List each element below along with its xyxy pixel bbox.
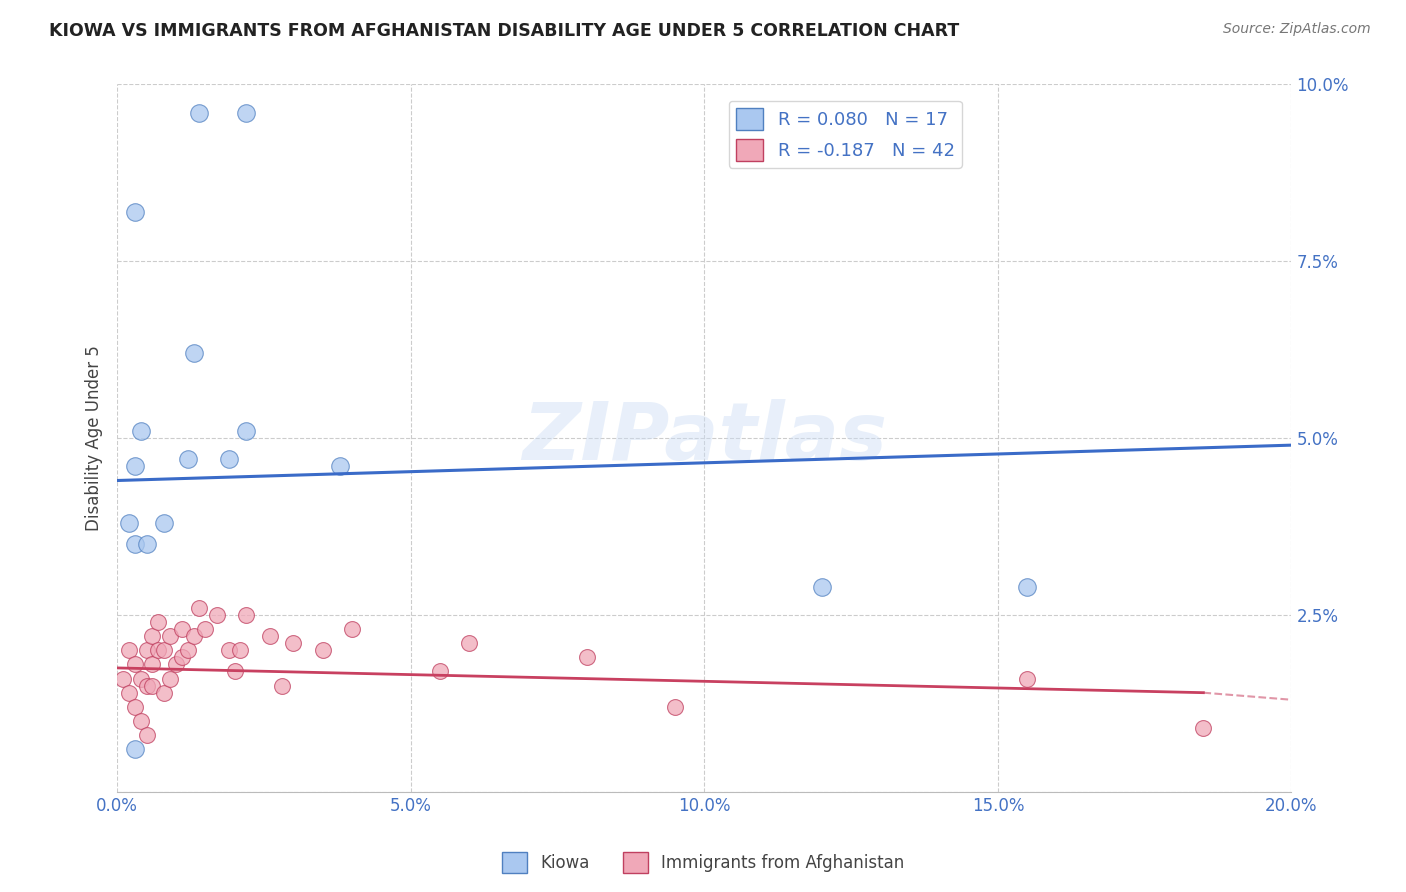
- Point: [329, 459, 352, 474]
- Point: [124, 657, 146, 672]
- Point: [141, 679, 163, 693]
- Point: [235, 424, 257, 438]
- Point: [124, 699, 146, 714]
- Point: [188, 105, 211, 120]
- Point: [165, 657, 187, 672]
- Text: Source: ZipAtlas.com: Source: ZipAtlas.com: [1223, 22, 1371, 37]
- Point: [141, 657, 163, 672]
- Point: [148, 615, 170, 629]
- Point: [153, 516, 176, 530]
- Point: [170, 622, 193, 636]
- Point: [118, 686, 141, 700]
- Point: [270, 679, 292, 693]
- Point: [129, 714, 152, 728]
- Point: [153, 686, 176, 700]
- Point: [124, 537, 146, 551]
- Point: [235, 607, 257, 622]
- Point: [159, 629, 181, 643]
- Point: [575, 650, 598, 665]
- Point: [229, 643, 252, 657]
- Y-axis label: Disability Age Under 5: Disability Age Under 5: [86, 345, 103, 531]
- Text: ZIPatlas: ZIPatlas: [522, 399, 887, 477]
- Point: [124, 204, 146, 219]
- Point: [194, 622, 217, 636]
- Legend: R = 0.080   N = 17, R = -0.187   N = 42: R = 0.080 N = 17, R = -0.187 N = 42: [728, 101, 962, 168]
- Point: [235, 105, 257, 120]
- Point: [188, 600, 211, 615]
- Point: [283, 636, 305, 650]
- Point: [218, 643, 240, 657]
- Point: [135, 537, 157, 551]
- Point: [176, 452, 198, 467]
- Point: [340, 622, 363, 636]
- Point: [124, 742, 146, 756]
- Point: [1017, 672, 1039, 686]
- Point: [205, 607, 228, 622]
- Point: [153, 643, 176, 657]
- Point: [1192, 721, 1215, 735]
- Point: [664, 699, 686, 714]
- Point: [183, 629, 205, 643]
- Point: [1017, 580, 1039, 594]
- Legend: Kiowa, Immigrants from Afghanistan: Kiowa, Immigrants from Afghanistan: [495, 846, 911, 880]
- Point: [458, 636, 481, 650]
- Point: [129, 672, 152, 686]
- Point: [135, 643, 157, 657]
- Point: [141, 629, 163, 643]
- Point: [112, 672, 135, 686]
- Point: [129, 424, 152, 438]
- Point: [118, 643, 141, 657]
- Text: KIOWA VS IMMIGRANTS FROM AFGHANISTAN DISABILITY AGE UNDER 5 CORRELATION CHART: KIOWA VS IMMIGRANTS FROM AFGHANISTAN DIS…: [49, 22, 959, 40]
- Point: [176, 643, 198, 657]
- Point: [224, 665, 246, 679]
- Point: [170, 650, 193, 665]
- Point: [124, 459, 146, 474]
- Point: [148, 643, 170, 657]
- Point: [135, 679, 157, 693]
- Point: [810, 580, 832, 594]
- Point: [312, 643, 335, 657]
- Point: [135, 728, 157, 742]
- Point: [259, 629, 281, 643]
- Point: [183, 346, 205, 360]
- Point: [118, 516, 141, 530]
- Point: [159, 672, 181, 686]
- Point: [429, 665, 451, 679]
- Point: [218, 452, 240, 467]
